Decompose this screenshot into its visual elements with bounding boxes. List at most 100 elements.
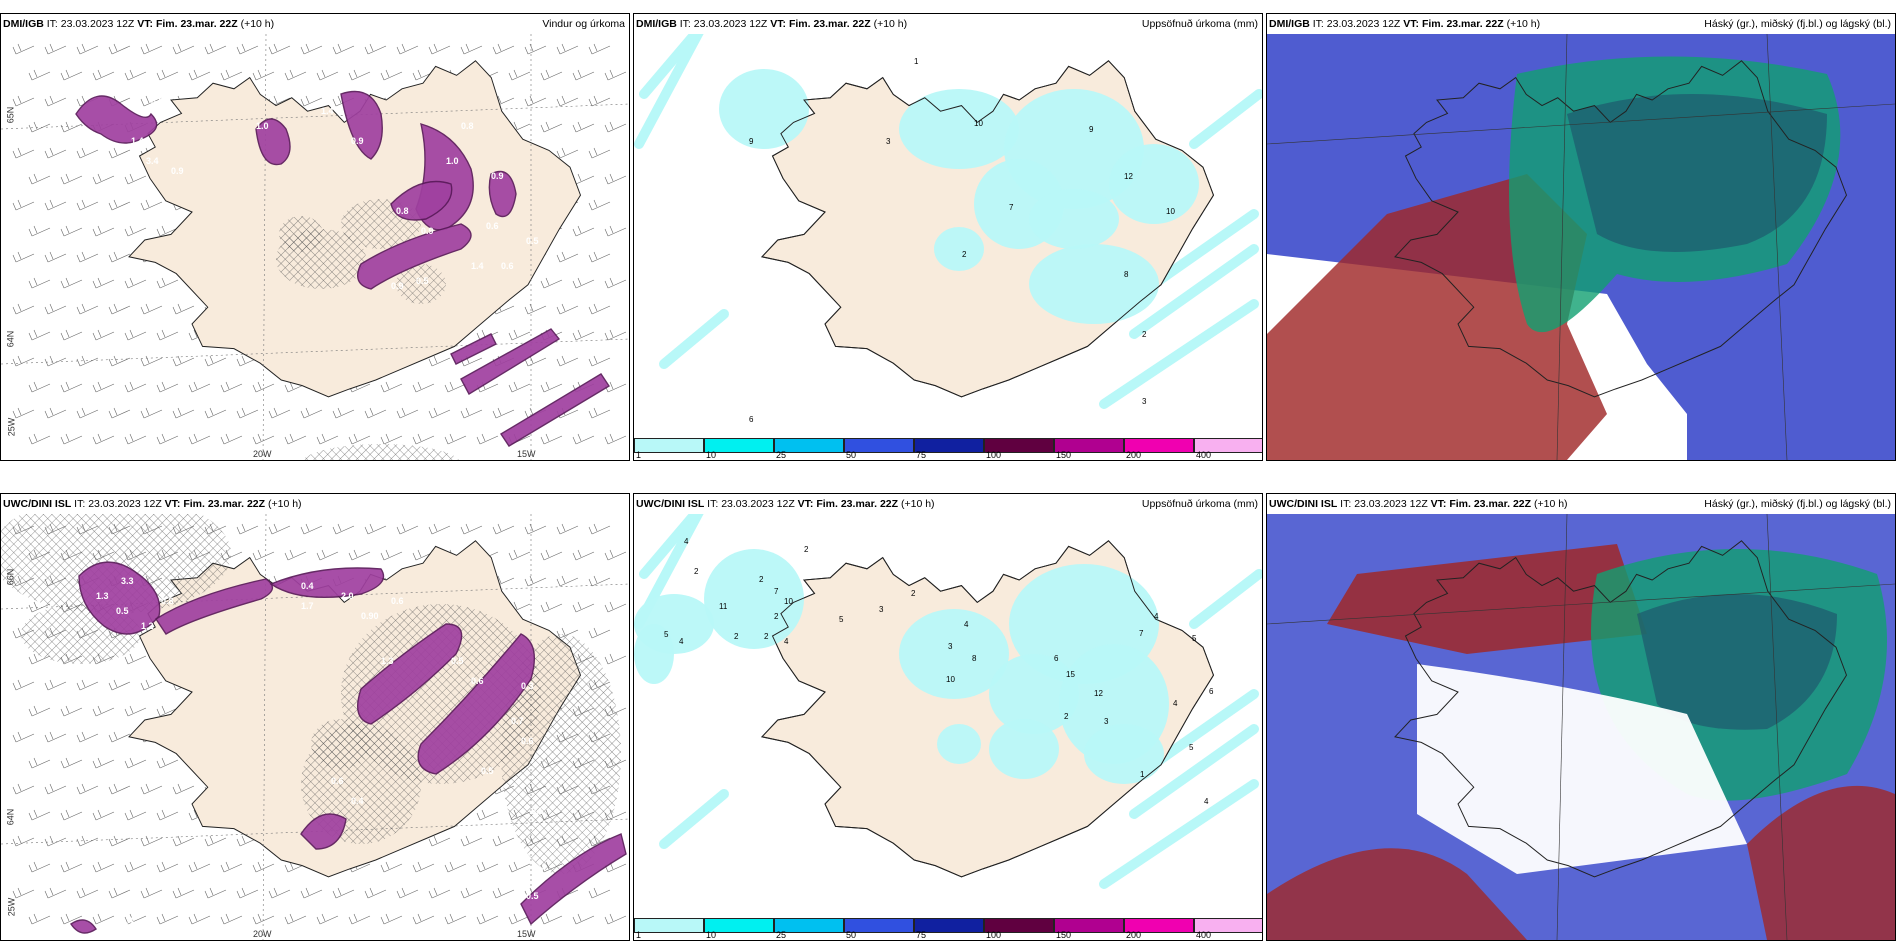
high-cloud-area xyxy=(1327,544,1647,654)
legend-swatch xyxy=(1054,438,1124,453)
legend-swatch xyxy=(1194,918,1262,933)
legend-swatch xyxy=(774,918,844,933)
precip-value: 0.9 xyxy=(391,281,404,291)
map-accum-precip: 4 2 2 2 11 10 7 2 2 4 5 2 4 5 3 2 4 3 10 8 6 15 12 7 4 5 6 4 3 2 5 1 4 xyxy=(634,514,1262,889)
lead-time: (+10 h) xyxy=(267,498,302,510)
precip-area xyxy=(1029,244,1159,324)
precip-streak xyxy=(1129,244,1259,339)
precip-area xyxy=(1109,144,1199,224)
panel-title: Vindur og úrkoma xyxy=(542,18,625,30)
precip-value: 2.0 xyxy=(341,591,354,601)
axis-lon-20w: 20W xyxy=(253,929,272,939)
precip-area xyxy=(417,633,535,775)
precip-value: 2 xyxy=(1142,330,1147,339)
vt-label: VT: xyxy=(137,18,154,30)
precip-value: 1.4 xyxy=(131,136,144,146)
precip-area xyxy=(520,833,627,926)
axis-lon-15w: 15W xyxy=(517,449,536,459)
lead-time: (+10 h) xyxy=(873,18,908,30)
lead-time: (+10 h) xyxy=(1533,498,1568,510)
precip-value: 5 xyxy=(839,615,844,624)
iceland-coastline xyxy=(1394,60,1848,398)
precip-value: 0.5 xyxy=(531,806,544,816)
model-label: DMI/IGB xyxy=(636,18,677,30)
precip-area xyxy=(937,724,981,764)
vt-label: VT: xyxy=(770,18,787,30)
precip-area xyxy=(488,170,517,218)
legend-label: 1 xyxy=(636,450,642,460)
precip-value: 3 xyxy=(948,642,953,651)
vt-label: VT: xyxy=(1403,18,1420,30)
precip-value: 3 xyxy=(879,605,884,614)
precip-streak xyxy=(1189,89,1262,149)
model-label: UWC/DINI ISL xyxy=(3,498,72,510)
precip-value: 2 xyxy=(694,567,699,576)
it-time: 23.03.2023 12Z xyxy=(60,18,135,30)
precip-area xyxy=(390,180,453,221)
precip-value: 2 xyxy=(1064,712,1069,721)
precip-area xyxy=(719,69,809,149)
precip-value: 0.5 xyxy=(416,276,429,286)
precip-area xyxy=(899,609,1009,699)
iceland-coastline xyxy=(1394,540,1848,878)
legend-label: 400 xyxy=(1196,930,1212,940)
lead-time: (+10 h) xyxy=(1506,18,1541,30)
it-label: IT: xyxy=(707,498,719,510)
precip-value: 4 xyxy=(964,620,969,629)
axis-lon-left: 25W xyxy=(6,897,17,917)
precip-area xyxy=(460,328,561,395)
precip-value: 5 xyxy=(1189,743,1194,752)
precip-streak xyxy=(1129,724,1259,819)
precip-value: 7 xyxy=(1139,629,1144,638)
legend-swatch xyxy=(984,918,1054,933)
precip-value: 12 xyxy=(1094,689,1103,698)
legend-label: 50 xyxy=(846,930,857,940)
precip-area xyxy=(1084,724,1164,784)
axis-lat-mid: 64N xyxy=(5,808,16,826)
lead-time: (+10 h) xyxy=(240,18,275,30)
precip-value: 3 xyxy=(1142,397,1147,406)
precip-value: 3.3 xyxy=(121,576,134,586)
precip-value: 2 xyxy=(962,250,967,259)
precip-area xyxy=(704,549,804,649)
precip-value: 0.7 xyxy=(511,716,524,726)
precip-value: 0.8 xyxy=(161,596,174,606)
precip-value: 0.6 xyxy=(521,736,534,746)
precip-value: 12 xyxy=(1124,172,1133,181)
legend-label: 150 xyxy=(1056,450,1072,460)
precip-value: 0.4 xyxy=(351,796,364,806)
precip-value: 1.0 xyxy=(256,121,269,131)
precip-value: 0.5 xyxy=(481,766,494,776)
legend-swatch xyxy=(914,438,984,453)
map-wind-precip: 3.01.43.40.91.01.40.90.81.00.90.61.40.80… xyxy=(1,34,629,460)
precip-streak xyxy=(659,309,729,369)
precip-value: 15 xyxy=(1066,670,1075,679)
precip-value: 5 xyxy=(664,630,669,639)
legend-swatch xyxy=(634,438,704,453)
legend-label: 100 xyxy=(986,930,1002,940)
map-cloud-cover xyxy=(1267,514,1895,940)
precip-value: 0.90 xyxy=(361,611,379,621)
precip-value: 1.3 xyxy=(381,656,394,666)
precip-value: 2 xyxy=(804,545,809,554)
legend-swatch xyxy=(914,918,984,933)
precip-streak xyxy=(659,789,729,849)
precip-value: 0.9 xyxy=(421,226,434,236)
it-time: 23.03.2023 12Z xyxy=(721,498,795,510)
legend-swatch xyxy=(704,438,774,453)
precip-value: 6 xyxy=(1054,654,1059,663)
legend-swatch xyxy=(1124,918,1194,933)
axis-lon-20w: 20W xyxy=(253,449,272,459)
overlap-cloud-area xyxy=(1637,594,1837,730)
axis-lon-left: 25W xyxy=(6,417,17,437)
precip-area xyxy=(934,227,984,271)
panel-title: Uppsöfnuð úrkoma (mm) xyxy=(1141,498,1258,510)
panel-title: Háský (gr.), miðský (fj.bl.) og lágský (… xyxy=(1704,18,1891,30)
precip-streak xyxy=(1099,779,1259,889)
precip-value: 0.6 xyxy=(486,221,499,231)
precip-streak xyxy=(639,34,702,99)
axis-lon-15w: 15W xyxy=(517,929,536,939)
precip-area xyxy=(269,567,385,598)
legend-label: 25 xyxy=(776,450,787,460)
precip-value: 0.9 xyxy=(491,171,504,181)
